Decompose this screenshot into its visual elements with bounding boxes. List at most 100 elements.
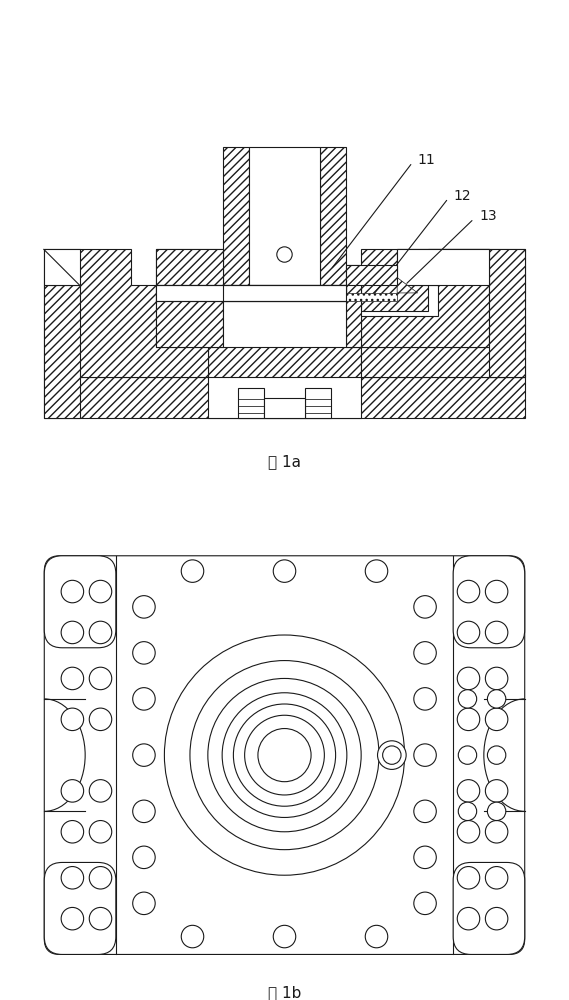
Circle shape [233, 704, 336, 806]
Text: 图 1a: 图 1a [268, 454, 301, 469]
Circle shape [182, 560, 204, 582]
Circle shape [273, 560, 296, 582]
Text: 13: 13 [479, 209, 497, 223]
Circle shape [414, 800, 436, 823]
Circle shape [485, 580, 508, 603]
Circle shape [365, 560, 387, 582]
Circle shape [414, 744, 436, 766]
Circle shape [457, 907, 480, 930]
Circle shape [61, 667, 84, 690]
FancyBboxPatch shape [44, 556, 525, 954]
Circle shape [61, 708, 84, 731]
Circle shape [89, 667, 112, 690]
Polygon shape [361, 249, 525, 377]
Bar [397, 249, 489, 285]
Circle shape [133, 800, 155, 823]
Circle shape [485, 708, 508, 731]
Circle shape [485, 667, 508, 690]
Circle shape [457, 708, 480, 731]
Circle shape [182, 925, 204, 948]
Circle shape [133, 596, 155, 618]
Circle shape [457, 821, 480, 843]
Circle shape [414, 688, 436, 710]
Circle shape [190, 661, 379, 850]
Circle shape [89, 708, 112, 731]
Circle shape [61, 580, 84, 603]
Circle shape [485, 867, 508, 889]
Circle shape [258, 729, 311, 782]
Circle shape [485, 907, 508, 930]
Polygon shape [44, 285, 80, 418]
FancyBboxPatch shape [453, 556, 525, 648]
Text: 12: 12 [453, 189, 471, 203]
Polygon shape [361, 249, 489, 311]
FancyBboxPatch shape [44, 862, 116, 954]
Circle shape [133, 744, 155, 766]
Circle shape [222, 693, 347, 817]
Polygon shape [156, 249, 223, 285]
Polygon shape [346, 265, 361, 347]
Circle shape [457, 867, 480, 889]
Circle shape [458, 746, 477, 764]
FancyBboxPatch shape [453, 862, 525, 954]
Circle shape [457, 580, 480, 603]
Circle shape [89, 621, 112, 644]
Circle shape [488, 690, 506, 708]
Polygon shape [346, 293, 397, 301]
FancyBboxPatch shape [44, 556, 116, 648]
Bar [249, 147, 320, 285]
Polygon shape [361, 249, 489, 347]
Circle shape [273, 925, 296, 948]
Bar [305, 388, 331, 418]
Bar [44, 249, 80, 285]
Polygon shape [44, 249, 208, 377]
Bar [223, 285, 346, 347]
Polygon shape [320, 147, 346, 285]
Circle shape [458, 802, 477, 821]
Circle shape [485, 821, 508, 843]
Bar [264, 398, 305, 418]
Polygon shape [346, 265, 397, 285]
Circle shape [245, 715, 324, 795]
Circle shape [414, 596, 436, 618]
Circle shape [89, 780, 112, 802]
Circle shape [61, 780, 84, 802]
Polygon shape [489, 249, 525, 377]
Circle shape [485, 780, 508, 802]
Circle shape [61, 867, 84, 889]
Circle shape [382, 746, 401, 764]
Circle shape [457, 621, 480, 644]
Circle shape [414, 892, 436, 915]
Circle shape [485, 621, 508, 644]
Bar [238, 388, 264, 418]
Circle shape [414, 846, 436, 869]
Circle shape [133, 642, 155, 664]
Circle shape [61, 621, 84, 644]
Polygon shape [223, 147, 249, 285]
Polygon shape [44, 326, 525, 418]
Circle shape [488, 746, 506, 764]
Circle shape [133, 846, 155, 869]
Circle shape [133, 892, 155, 915]
Circle shape [61, 821, 84, 843]
Polygon shape [397, 278, 418, 293]
Polygon shape [156, 249, 223, 347]
Circle shape [89, 907, 112, 930]
Text: 11: 11 [418, 153, 435, 167]
Text: 图 1b: 图 1b [268, 985, 301, 1000]
Bar [156, 285, 346, 301]
Circle shape [61, 907, 84, 930]
Circle shape [458, 690, 477, 708]
Bar [223, 285, 346, 301]
Circle shape [89, 580, 112, 603]
Circle shape [164, 635, 405, 875]
Circle shape [488, 802, 506, 821]
Circle shape [414, 642, 436, 664]
Circle shape [208, 678, 361, 832]
Circle shape [377, 741, 406, 769]
Bar [208, 377, 361, 418]
Circle shape [89, 867, 112, 889]
Circle shape [133, 688, 155, 710]
Circle shape [365, 925, 387, 948]
Circle shape [277, 247, 292, 262]
